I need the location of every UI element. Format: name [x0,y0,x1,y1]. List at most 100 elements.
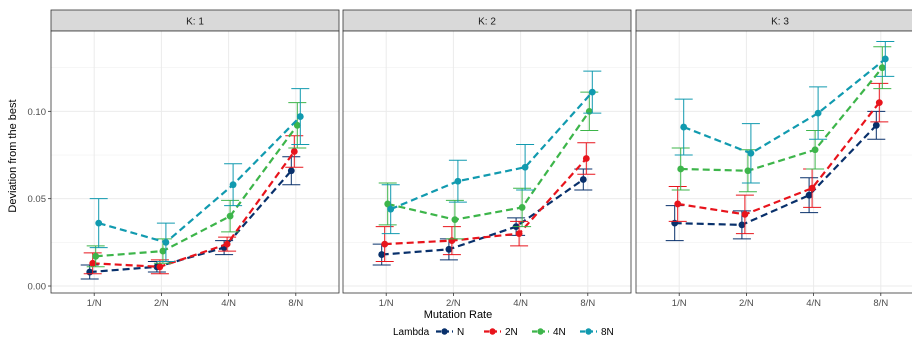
series-line [683,58,886,155]
legend-label: 2N [505,327,518,338]
data-point [89,259,97,267]
data-point [381,240,389,248]
data-point [674,200,682,208]
x-tick-label: 1/N [672,298,687,309]
facet-panel-k2: K: 2 1/N 2/N 4/N 8/N [342,9,632,309]
data-point [296,113,304,120]
legend-key-point [489,328,496,335]
facet-strip-label: K: 2 [478,17,496,28]
series-line [677,101,881,216]
data-point [872,121,880,129]
y-tick-label: 0.00 [28,282,47,293]
data-point [738,221,746,229]
data-point [223,240,231,248]
facet-strip-label: K: 3 [771,17,789,28]
legend-key-point [585,328,592,335]
facet-panel-k1: K: 1 1/N 2/N 4/N 8/N [50,9,340,309]
legend-item-2n: 2N [484,327,518,338]
facet-panels: 0.00 0.05 0.10 K: 1 1/N 2/N 4/N 8/N K: 2 1/N 2/N 4/… [28,9,912,309]
series-line [387,110,591,221]
data-point [671,219,679,227]
data-point [448,237,456,245]
data-point [378,251,386,258]
data-point [811,146,819,154]
data-point [86,268,94,276]
series-8n [89,88,310,263]
data-point [95,219,103,227]
data-point [808,184,816,192]
data-point [878,64,886,72]
series-line [95,124,299,258]
data-point [521,163,529,171]
series-4n [378,91,599,240]
series-4n [86,102,307,268]
x-tick-label: 1/N [87,298,102,309]
data-point [881,55,889,63]
series-line [98,115,302,244]
data-point [677,165,685,173]
panel-border [50,30,340,294]
x-tick-label: 1/N [379,298,394,309]
data-point [588,88,596,96]
legend-item-n: N [436,327,464,338]
y-tick-label: 0.05 [28,194,47,205]
series-n [665,110,886,242]
facet-panel-k3: K: 3 1/N 2/N 4/N 8/N [635,9,912,309]
data-point [805,191,813,199]
series-n [372,168,593,266]
data-point [445,245,453,253]
legend: Lambda N 2N 4N 8N [393,327,614,338]
legend-label: N [457,327,464,338]
data-point [680,123,688,131]
panel-border [342,30,632,294]
data-point [387,205,395,213]
data-point [159,247,167,255]
facet-strip-label: K: 1 [186,17,204,28]
x-tick-label: 4/N [513,298,528,309]
data-point [162,238,170,246]
x-tick-label: 2/N [154,298,169,309]
x-axis-label: Mutation Rate [424,309,492,321]
data-point [226,212,234,220]
plot-background [343,31,631,293]
data-point [744,167,752,175]
series-8n [674,40,895,184]
data-point [454,177,462,185]
legend-item-4n: 4N [532,327,566,338]
x-tick-label: 2/N [446,298,461,309]
x-tick-label: 8/N [580,298,595,309]
legend-key-point [537,328,544,335]
y-axis-label: Deviation from the best [7,99,19,212]
series-line [92,150,296,268]
series-2n [83,135,304,275]
series-4n [671,46,892,193]
data-point [515,230,523,238]
data-point [741,211,749,218]
legend-label: 4N [553,327,566,338]
series-8n [381,70,602,235]
series-line [384,157,588,246]
x-tick-label: 8/N [288,298,303,309]
series-line [680,66,884,172]
legend-title: Lambda [393,327,430,338]
data-point [92,252,100,260]
data-point [293,121,301,129]
data-point [290,148,298,155]
panel-border [635,30,912,294]
data-point [814,109,822,117]
data-point [156,263,164,271]
x-tick-label: 8/N [873,298,888,309]
y-tick-label: 0.10 [28,107,47,118]
data-point [287,167,295,175]
data-point [582,155,590,162]
data-point [585,107,593,115]
data-point [579,176,587,183]
data-point [229,181,237,189]
data-point [747,149,755,157]
x-tick-label: 4/N [806,298,821,309]
series-line [381,178,584,256]
x-tick-label: 4/N [221,298,236,309]
data-point [451,216,459,224]
series-line [674,124,878,226]
